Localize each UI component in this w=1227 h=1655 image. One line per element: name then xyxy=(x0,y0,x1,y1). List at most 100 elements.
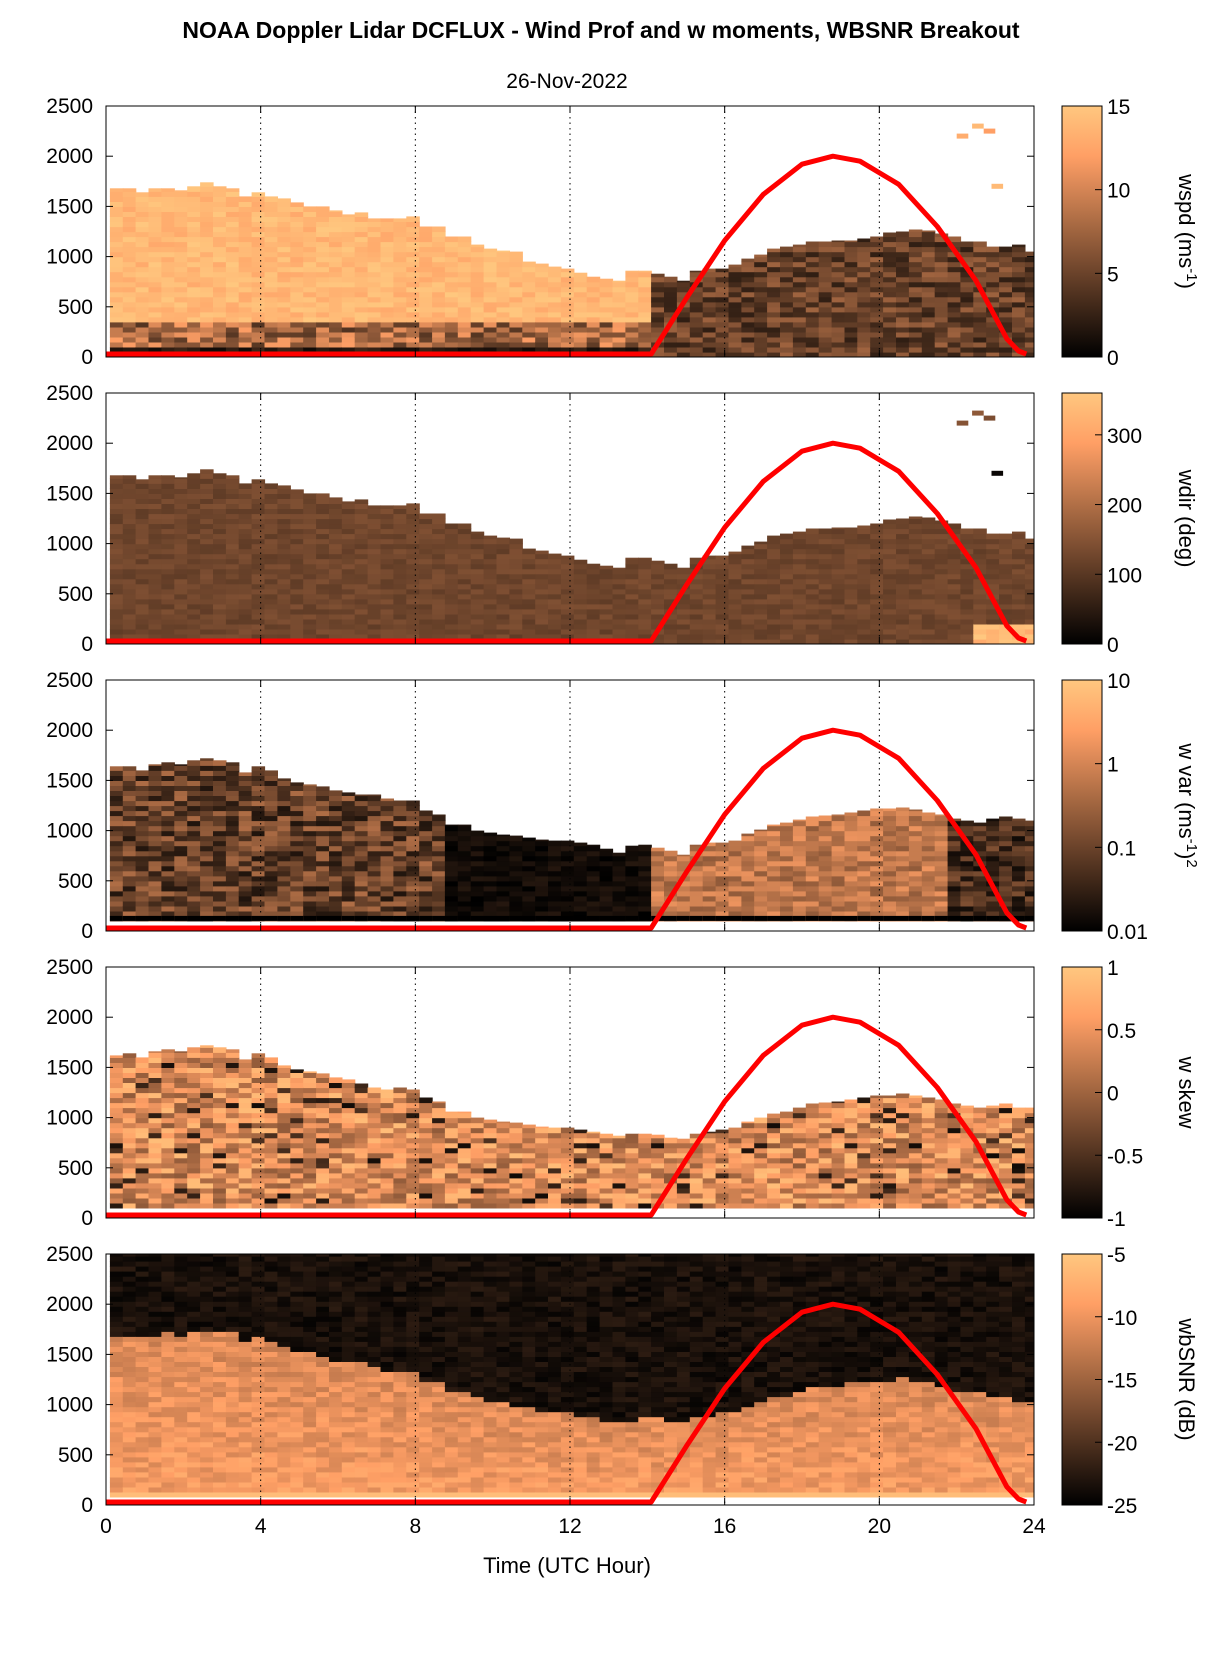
heatmap-cell xyxy=(213,830,227,837)
heatmap-cell xyxy=(496,266,510,273)
heatmap-cell xyxy=(638,613,652,620)
heatmap-cell xyxy=(883,232,897,238)
heatmap-cell xyxy=(664,311,678,318)
heatmap-cell xyxy=(870,321,884,328)
heatmap-cell xyxy=(638,910,652,917)
heatmap-cell xyxy=(676,326,691,333)
heatmap-cell xyxy=(702,281,717,288)
heatmap-cell xyxy=(638,557,652,560)
heatmap-cell xyxy=(664,573,678,580)
heatmap-cell xyxy=(651,306,665,313)
heatmap-cell xyxy=(586,347,601,353)
heatmap-cell xyxy=(715,301,730,308)
heatmap-cell xyxy=(161,880,175,887)
heatmap-cell xyxy=(174,785,188,791)
heatmap-cell xyxy=(251,900,266,907)
heatmap-cell xyxy=(277,493,291,499)
heatmap-cell xyxy=(638,578,652,585)
heatmap-cell xyxy=(921,326,936,333)
heatmap-cell xyxy=(200,523,214,530)
heatmap-cell xyxy=(470,286,485,293)
heatmap-cell xyxy=(715,593,730,600)
heatmap-cell xyxy=(741,870,755,877)
heatmap-cell xyxy=(161,311,175,318)
heatmap-cell xyxy=(251,805,266,812)
heatmap-cell xyxy=(986,336,1000,343)
heatmap-cell xyxy=(251,895,266,902)
heatmap-cell xyxy=(251,598,266,605)
heatmap-cell xyxy=(1012,531,1026,535)
heatmap-cell xyxy=(148,568,162,575)
heatmap-cell xyxy=(316,306,330,313)
heatmap-cell xyxy=(122,780,137,786)
heatmap-cell xyxy=(818,634,833,640)
heatmap-cell xyxy=(535,578,549,585)
heatmap-cell xyxy=(715,316,730,323)
heatmap-cell xyxy=(303,493,317,499)
heatmap-cell xyxy=(432,603,446,610)
heatmap-cell xyxy=(238,316,253,323)
heatmap-cell xyxy=(135,216,150,222)
heatmap-cell xyxy=(535,628,549,635)
heatmap-cell xyxy=(470,271,485,278)
heatmap-cell xyxy=(509,543,523,550)
heatmap-cell xyxy=(213,246,227,253)
heatmap-cell xyxy=(238,543,253,550)
heatmap-cell xyxy=(135,563,150,570)
heatmap-cell xyxy=(689,623,704,630)
heatmap-cell xyxy=(715,895,730,902)
heatmap-cell xyxy=(780,910,794,917)
heatmap-cell xyxy=(754,336,768,343)
heatmap-cell xyxy=(870,523,884,530)
heatmap-cell xyxy=(960,311,974,318)
heatmap-cell xyxy=(857,291,871,298)
heatmap-cell xyxy=(728,311,742,318)
heatmap-cell xyxy=(393,830,407,837)
heatmap-cell xyxy=(290,790,304,796)
heatmap-cell xyxy=(470,910,485,917)
heatmap-cell xyxy=(1012,281,1026,288)
heatmap-cell xyxy=(999,639,1013,644)
heatmap-cell xyxy=(947,523,962,530)
heatmap-cell xyxy=(651,860,665,867)
heatmap-cell xyxy=(367,583,382,590)
heatmap-cell xyxy=(200,770,214,776)
heatmap-cell xyxy=(187,895,201,902)
heatmap-cell xyxy=(805,623,820,630)
heatmap-cell xyxy=(715,623,730,630)
heatmap-cell xyxy=(560,603,575,610)
heatmap-cell xyxy=(844,326,858,333)
heatmap-cell xyxy=(921,241,936,248)
heatmap-cell xyxy=(367,321,382,328)
heatmap-cell xyxy=(973,291,987,298)
heatmap-cell xyxy=(419,321,433,328)
heatmap-cell xyxy=(651,850,665,857)
heatmap-cell xyxy=(702,583,717,590)
heatmap-cell xyxy=(831,286,846,293)
heatmap-cell xyxy=(947,634,962,640)
heatmap-cell xyxy=(792,588,807,595)
heatmap-cell xyxy=(831,875,846,882)
heatmap-cell xyxy=(599,588,614,595)
heatmap-cell xyxy=(870,311,884,318)
heatmap-cell xyxy=(200,598,214,605)
heatmap-cell xyxy=(883,241,897,248)
heatmap-cell xyxy=(625,271,639,278)
heatmap-cell xyxy=(238,231,253,238)
heatmap-cell xyxy=(444,241,459,248)
heatmap-cell xyxy=(767,291,781,298)
heatmap-cell xyxy=(187,558,201,565)
heatmap-cell xyxy=(187,825,201,832)
heatmap-cell xyxy=(303,905,317,912)
heatmap-cell xyxy=(625,558,639,565)
heatmap-cell xyxy=(818,316,833,323)
heatmap-cell xyxy=(122,503,137,509)
heatmap-cell xyxy=(393,634,407,640)
heatmap-cell xyxy=(754,890,768,897)
heatmap-cell xyxy=(560,608,575,615)
heatmap-cell xyxy=(187,331,201,338)
heatmap-cell xyxy=(174,311,188,318)
heatmap-cell xyxy=(354,608,369,615)
